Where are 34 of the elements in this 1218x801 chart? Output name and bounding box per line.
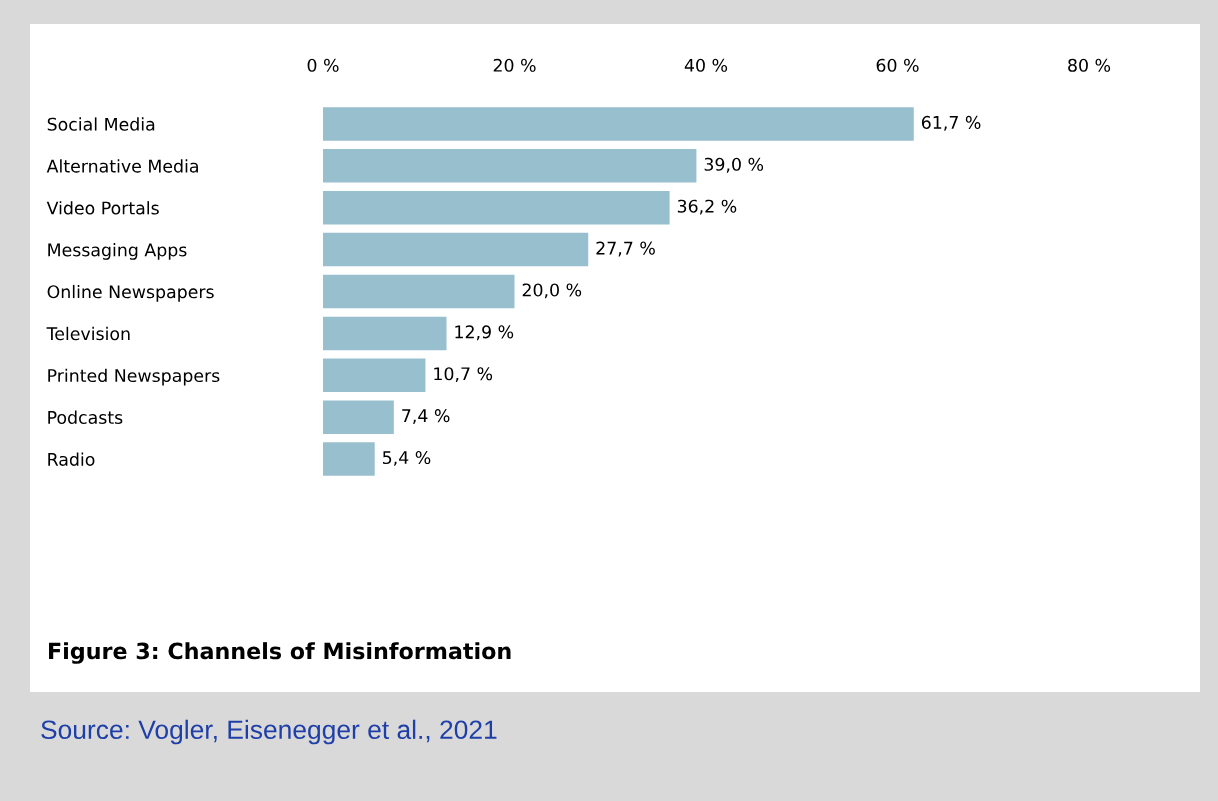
y-tick-label: Printed Newspapers [48,368,220,386]
x-tick-label: 60 % [876,58,919,72]
data-label: 27,7 % [596,241,655,257]
data-label: 5,4 % [382,450,431,466]
bar [323,316,447,351]
bar [323,274,515,309]
x-tick-label: 20 % [493,58,536,72]
text: Figure 3: Channels of Misinformation [49,642,511,664]
data-label: 10,7 % [434,367,493,383]
y-tick-label: Social Media [47,117,155,131]
y-tick-label: Television [46,326,130,341]
data-label: 61,7 % [921,115,981,131]
data-label: 12,9 % [455,325,514,341]
y-tick-label: Radio [48,452,95,466]
y-tick-label: Messaging Apps [48,243,187,260]
bar [323,190,670,225]
bar [323,107,914,141]
source-note: Source: Vogler, Eisenegger et al., 2021 [41,719,497,745]
data-label: 7,4 % [402,409,450,424]
y-tick-label: Online Newspapers [47,284,214,302]
y-tick-label: Alternative Media [46,159,198,173]
x-tick-label: 80 % [1068,58,1111,72]
y-tick-label: Video Portals [46,201,159,215]
data-label: 39,0 % [704,157,764,173]
bar [323,358,426,393]
bar [323,400,394,434]
bar [323,149,697,183]
data-label: 20,0 % [522,283,582,299]
bar [323,232,589,267]
data-label: 36,2 % [677,199,737,215]
x-tick-label: 0 % [307,58,339,72]
bar [323,442,375,476]
y-tick-label: Podcasts [48,410,123,425]
x-tick-label: 40 % [684,58,728,72]
